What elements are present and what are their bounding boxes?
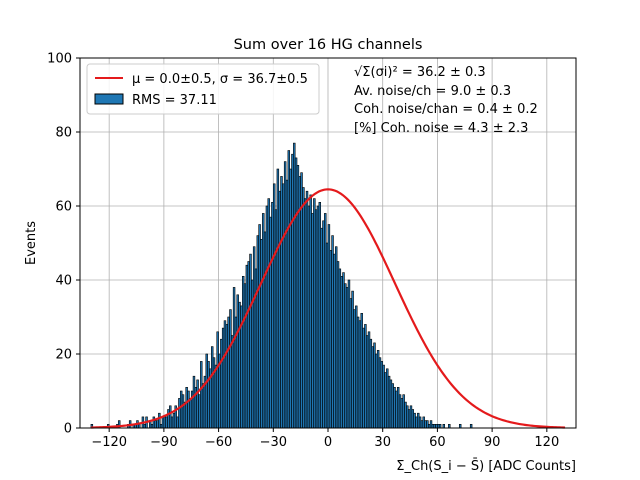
- x-tick-label: 30: [374, 435, 391, 450]
- y-tick-label: 80: [55, 126, 72, 141]
- x-tick-label: 120: [534, 435, 559, 450]
- annotation-quadrature-sum: √Σ(σi)² = 36.2 ± 0.3: [354, 65, 486, 80]
- x-tick-label: 90: [484, 435, 501, 450]
- gaussian-fit: [90, 188, 566, 429]
- legend-hist-swatch: [94, 93, 124, 105]
- histogram-bar: [458, 423, 462, 429]
- x-tick-label: −120: [91, 435, 127, 450]
- legend-box: [86, 63, 320, 115]
- x-axis-label: Σ_Ch(S_i − S̄) [ADC Counts]: [396, 459, 576, 474]
- legend-hist-label: RMS = 37.11: [132, 93, 217, 108]
- stats-annotations: √Σ(σi)² = 36.2 ± 0.3 Av. noise/ch = 9.0 …: [354, 65, 538, 136]
- y-tick-label: 20: [55, 348, 72, 363]
- y-tick-label: 40: [55, 274, 72, 289]
- x-tick-label: 0: [324, 435, 332, 450]
- chart-title: Sum over 16 HG channels: [234, 37, 423, 53]
- x-tick-label: −90: [150, 435, 177, 450]
- annotation-coherent-percent: [%] Coh. noise = 4.3 ± 2.3: [354, 121, 528, 136]
- annotation-avg-noise: Av. noise/ch = 9.0 ± 0.3: [354, 84, 511, 99]
- y-tick-label: 100: [47, 52, 72, 67]
- x-tick-label: −30: [260, 435, 287, 450]
- histogram-bar: [448, 423, 451, 429]
- x-tick-label: 60: [429, 435, 446, 450]
- x-axis-ticks: −120 −90 −60 −30 0 30 60 90 120: [91, 428, 559, 450]
- legend: μ = 0.0±0.5, σ = 36.7±0.5 RMS = 37.11: [86, 63, 320, 115]
- y-axis-ticks: 0 20 40 60 80 100: [47, 52, 80, 437]
- y-tick-label: 60: [55, 200, 72, 215]
- fit-curve: [90, 188, 566, 429]
- histogram-bar: [469, 423, 473, 429]
- histogram-bar: [442, 423, 446, 429]
- histogram-bars: [90, 142, 473, 429]
- histogram-bar: [138, 423, 141, 429]
- annotation-coherent-noise: Coh. noise/chan = 0.4 ± 0.2: [354, 102, 538, 117]
- legend-fit-label: μ = 0.0±0.5, σ = 36.7±0.5: [132, 72, 308, 87]
- histogram-bar: [438, 423, 442, 429]
- y-tick-label: 0: [64, 422, 72, 437]
- x-tick-label: −60: [205, 435, 232, 450]
- y-axis-label: Events: [24, 221, 39, 265]
